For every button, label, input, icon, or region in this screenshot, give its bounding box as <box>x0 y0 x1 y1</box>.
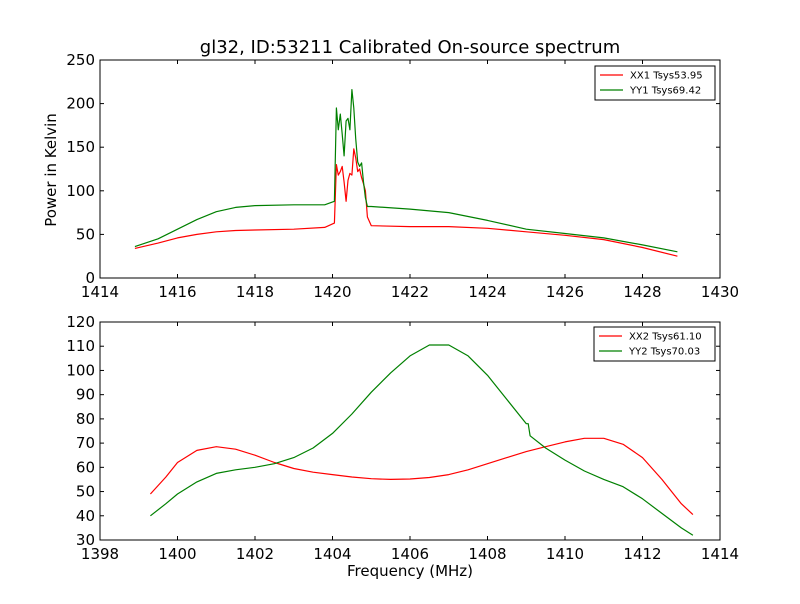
top-panel: 1414 1416 1418 1420 1422 1424 1426 1428 1430 0 50 1… <box>66 51 739 301</box>
y-tick-label: 120 <box>66 313 95 331</box>
y-tick-label: 0 <box>85 269 95 287</box>
x-tick-label: 1426 <box>546 283 584 301</box>
x-tick-label: 1422 <box>391 283 429 301</box>
y-tick-label: 250 <box>66 51 95 69</box>
x-tick-label: 1418 <box>236 283 274 301</box>
legend: XX2 Tsys61.10 YY2 Tsys70.03 <box>593 326 716 362</box>
series-line-xx <box>149 437 694 516</box>
y-tick-label: 200 <box>66 95 95 113</box>
series-line-yy <box>150 344 694 536</box>
legend-label: YY2 Tsys70.03 <box>628 347 700 358</box>
x-tick-label: 1416 <box>158 283 196 301</box>
series-line-xx <box>134 148 678 257</box>
legend-box <box>593 326 716 362</box>
y-tick-label: 150 <box>66 138 95 156</box>
x-tick-label: 1420 <box>313 283 351 301</box>
y-tick-label: 60 <box>76 458 95 476</box>
x-tick-label: 1412 <box>623 545 661 563</box>
x-tick-label: 1430 <box>701 283 739 301</box>
y-tick-label: 90 <box>76 386 95 404</box>
x-tick-label: 1400 <box>158 545 196 563</box>
legend-label: YY1 Tsys69.42 <box>629 86 701 97</box>
x-tick-label: 1424 <box>468 283 506 301</box>
x-tick-label: 1414 <box>701 545 739 563</box>
bottom-panel: 1398 1400 1402 1404 1406 1408 1410 1412 1414 30 40… <box>66 313 739 563</box>
y-tick-label: 50 <box>76 483 95 501</box>
x-tick-label: 1406 <box>391 545 429 563</box>
chart-title: gl32, ID:53211 Calibrated On-source spec… <box>200 37 620 58</box>
y-tick-label: 50 <box>76 225 95 243</box>
y-tick-label: 80 <box>76 410 95 428</box>
x-tick-label: 1404 <box>313 545 351 563</box>
y-tick-label: 30 <box>76 531 95 549</box>
y-tick-label: 70 <box>76 434 95 452</box>
x-tick-label: 1410 <box>546 545 584 563</box>
x-tick-label: 1408 <box>468 545 506 563</box>
legend-box <box>594 65 716 101</box>
y-tick-label: 40 <box>76 507 95 525</box>
y-tick-label: 100 <box>66 182 95 200</box>
legend: XX1 Tsys53.95 YY1 Tsys69.42 <box>594 65 716 101</box>
x-tick-label: 1402 <box>236 545 274 563</box>
x-tick-label: 1398 <box>81 545 119 563</box>
legend-label: XX1 Tsys53.95 <box>630 71 703 82</box>
y-axis-label: Power in Kelvin <box>42 113 60 227</box>
x-axis-label: Frequency (MHz) <box>347 562 473 580</box>
x-tick-label: 1414 <box>81 283 119 301</box>
x-tick-label: 1428 <box>623 283 661 301</box>
y-tick-label: 100 <box>66 361 95 379</box>
legend-label: XX2 Tsys61.10 <box>629 332 702 343</box>
y-tick-label: 110 <box>66 337 95 355</box>
series-line-yy <box>134 89 678 253</box>
